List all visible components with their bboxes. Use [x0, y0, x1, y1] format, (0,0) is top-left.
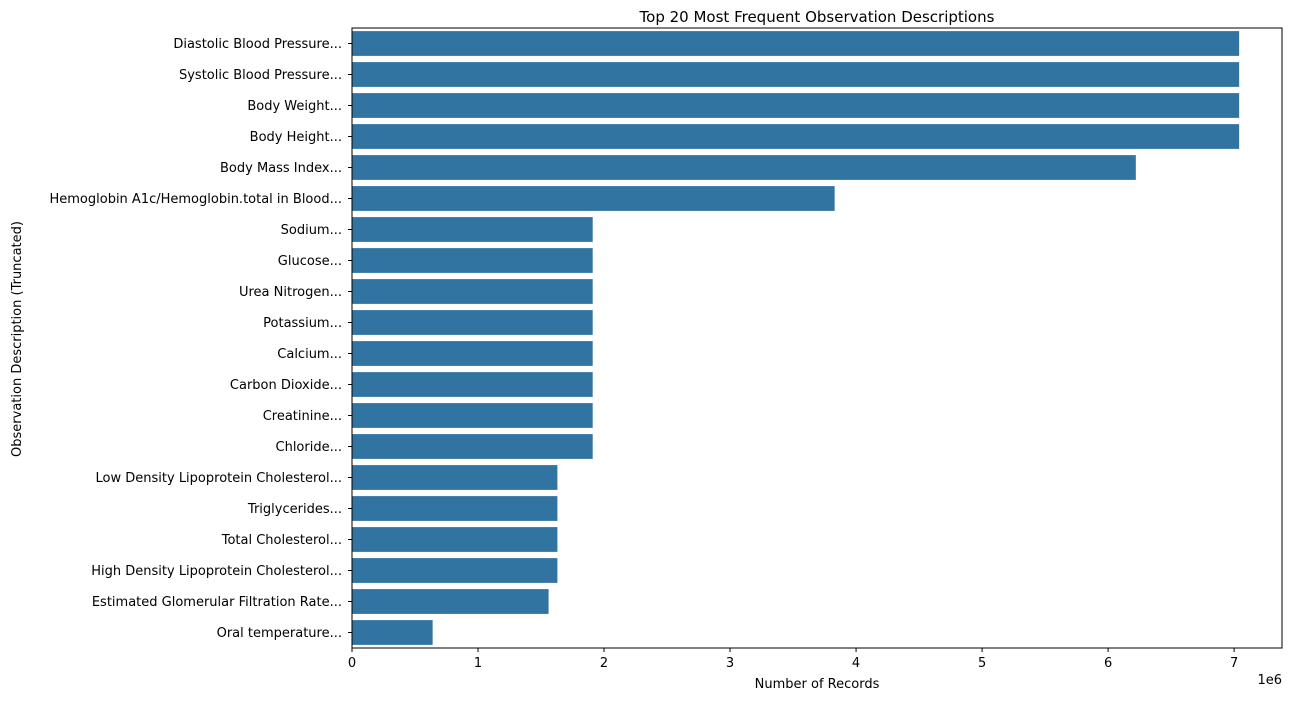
bar [352, 527, 558, 552]
bar [352, 558, 558, 583]
bar [352, 341, 593, 366]
bar [352, 465, 558, 490]
bar [352, 589, 549, 614]
y-tick-label: Glucose... [278, 254, 342, 269]
y-tick-label: Total Cholesterol... [221, 533, 342, 548]
x-tick-label: 2 [600, 656, 608, 671]
bar [352, 186, 835, 211]
x-tick-label: 3 [726, 656, 734, 671]
chart-title: Top 20 Most Frequent Observation Descrip… [639, 8, 995, 26]
y-axis-label: Observation Description (Truncated) [10, 221, 25, 457]
bar [352, 620, 433, 645]
y-tick-label: Oral temperature... [217, 626, 342, 641]
x-tick-label: 4 [852, 656, 860, 671]
x-axis-label: Number of Records [755, 677, 880, 692]
y-tick-label: Body Weight... [247, 99, 342, 114]
y-tick-label: Body Height... [250, 130, 342, 145]
y-tick-label: Chloride... [276, 440, 343, 455]
plot-frame [351, 27, 1283, 649]
y-tick-label: Body Mass Index... [220, 161, 342, 176]
bar [352, 217, 593, 242]
y-tick-label: Urea Nitrogen... [239, 285, 342, 300]
y-tick-label: High Density Lipoprotein Cholesterol... [91, 564, 342, 579]
y-tick-label: Diastolic Blood Pressure... [173, 37, 342, 52]
x-tick-label: 5 [978, 656, 986, 671]
bars-group [352, 31, 1240, 645]
y-tick-label: Creatinine... [263, 409, 342, 424]
bar [352, 248, 593, 273]
bar [352, 434, 593, 459]
x-ticks-group: 0 1 2 3 4 5 6 7 [348, 648, 1238, 671]
y-tick-label: Calcium... [277, 347, 342, 362]
x-tick-label: 7 [1230, 656, 1238, 671]
y-tick-label: Carbon Dioxide... [230, 378, 342, 393]
bar [352, 372, 593, 397]
y-ticks-group: Diastolic Blood Pressure... Systolic Bloo… [49, 37, 352, 641]
y-tick-label: Low Density Lipoprotein Cholesterol... [96, 471, 342, 486]
bar [352, 403, 593, 428]
y-tick-label: Sodium... [281, 223, 342, 238]
bar [352, 124, 1240, 149]
x-tick-label: 0 [348, 656, 356, 671]
y-tick-label: Estimated Glomerular Filtration Rate... [92, 595, 342, 610]
x-tick-label: 6 [1104, 656, 1112, 671]
y-tick-label: Potassium... [263, 316, 342, 331]
bar [352, 310, 593, 335]
bar [352, 279, 593, 304]
x-axis-offset-label: 1e6 [1257, 673, 1282, 688]
bar [352, 93, 1240, 118]
y-tick-label: Triglycerides... [247, 502, 342, 517]
bar [352, 155, 1136, 180]
bar [352, 496, 558, 521]
y-tick-label: Systolic Blood Pressure... [179, 68, 342, 83]
bar [352, 62, 1240, 87]
x-tick-label: 1 [474, 656, 482, 671]
bar [352, 31, 1240, 56]
y-tick-label: Hemoglobin A1c/Hemoglobin.total in Blood… [49, 192, 342, 207]
